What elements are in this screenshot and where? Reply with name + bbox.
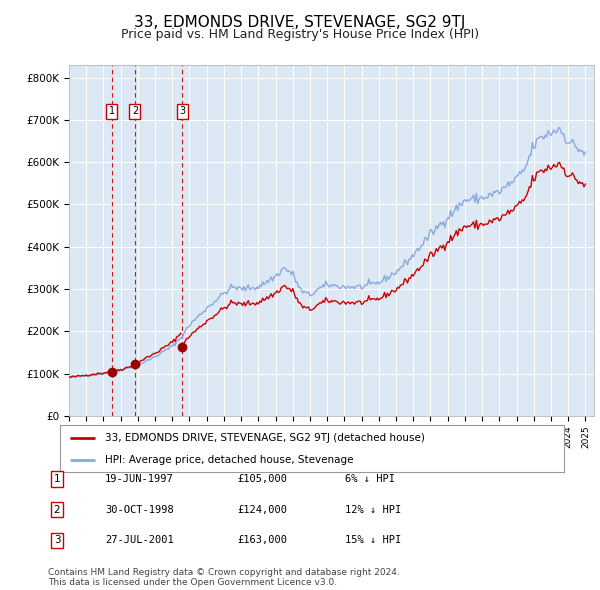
Text: HPI: Average price, detached house, Stevenage: HPI: Average price, detached house, Stev… <box>106 455 354 465</box>
Text: Contains HM Land Registry data © Crown copyright and database right 2024.
This d: Contains HM Land Registry data © Crown c… <box>48 568 400 587</box>
Text: 15% ↓ HPI: 15% ↓ HPI <box>345 536 401 545</box>
Text: 12% ↓ HPI: 12% ↓ HPI <box>345 505 401 514</box>
Text: 2: 2 <box>132 106 138 116</box>
Text: 1: 1 <box>53 474 61 484</box>
Text: 27-JUL-2001: 27-JUL-2001 <box>105 536 174 545</box>
Text: 30-OCT-1998: 30-OCT-1998 <box>105 505 174 514</box>
Text: 19-JUN-1997: 19-JUN-1997 <box>105 474 174 484</box>
Text: 6% ↓ HPI: 6% ↓ HPI <box>345 474 395 484</box>
Text: 3: 3 <box>179 106 185 116</box>
Text: 2: 2 <box>53 505 61 514</box>
Text: Price paid vs. HM Land Registry's House Price Index (HPI): Price paid vs. HM Land Registry's House … <box>121 28 479 41</box>
Text: 33, EDMONDS DRIVE, STEVENAGE, SG2 9TJ: 33, EDMONDS DRIVE, STEVENAGE, SG2 9TJ <box>134 15 466 30</box>
Text: 3: 3 <box>53 536 61 545</box>
Text: 1: 1 <box>109 106 115 116</box>
Text: £163,000: £163,000 <box>237 536 287 545</box>
Text: £105,000: £105,000 <box>237 474 287 484</box>
Text: 33, EDMONDS DRIVE, STEVENAGE, SG2 9TJ (detached house): 33, EDMONDS DRIVE, STEVENAGE, SG2 9TJ (d… <box>106 433 425 443</box>
Text: £124,000: £124,000 <box>237 505 287 514</box>
